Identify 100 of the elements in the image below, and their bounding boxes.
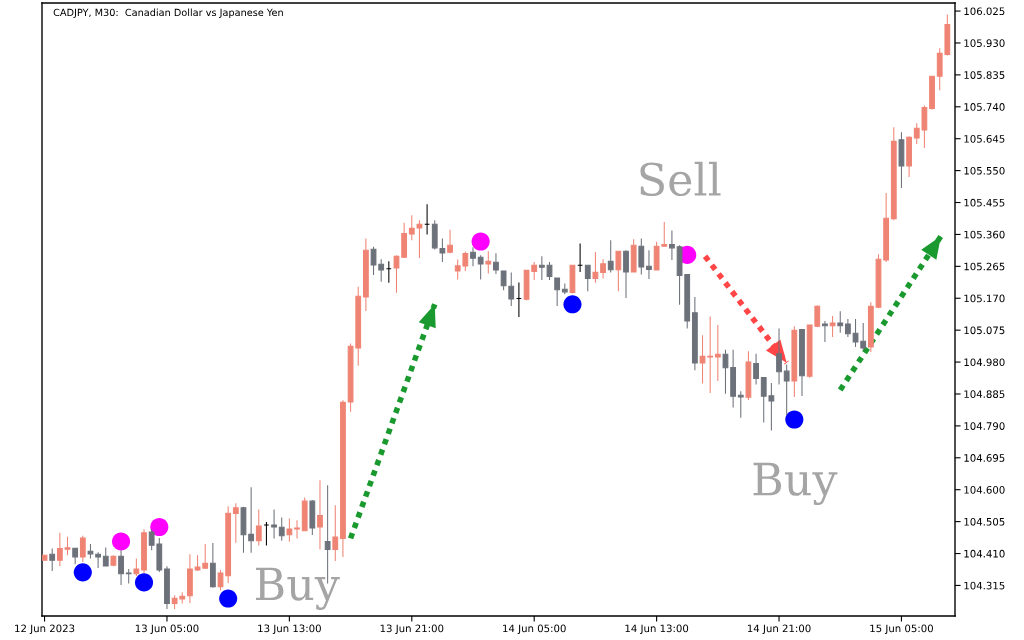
candlestick [791,325,798,398]
candlestick [286,518,293,543]
candlestick [691,296,698,371]
y-tick-label: 105.835 [964,71,1005,79]
candlestick [722,349,729,395]
y-tick-label: 104.980 [964,358,1005,367]
candlestick [600,258,606,279]
candlestick [845,318,851,338]
point [73,563,92,582]
candlestick [133,558,140,577]
candlestick [554,277,561,307]
candlestick [125,568,132,584]
x-tick-label: 13 Jun 21:00 [380,624,444,635]
candlestick [447,229,453,254]
candlestick [118,549,124,586]
x-tick-label: 12 Jun 2023 [15,624,75,635]
candlestick [493,252,499,275]
candlestick [508,271,515,307]
candlestick [592,251,599,284]
candlestick [906,135,912,178]
candlestick [477,254,484,280]
candlestick [714,324,721,382]
candlestick [102,546,109,567]
annotation: Buy [753,462,838,506]
candlestick [470,246,476,267]
point [134,573,154,592]
candlestick [87,543,94,560]
candlestick [49,547,56,572]
y-tick-label: 105.075 [964,326,1005,335]
candlestick [516,281,522,318]
point [471,232,490,251]
candlestick [141,528,147,574]
candlestick [799,328,805,397]
candlestick [669,229,675,261]
y-tick-label: 105.170 [964,294,1005,303]
candlestick [209,542,216,589]
x-tick-label: 13 Jun 05:00 [135,624,199,635]
candlestick [79,535,86,563]
point [219,589,238,608]
y-tick-label: 104.790 [964,422,1005,430]
candlestick [240,506,247,554]
candlestick [615,250,622,292]
candlestick [607,239,614,273]
y-tick-label: 105.550 [964,166,1005,175]
candlestick [362,237,369,312]
candlestick [340,399,346,558]
annotation: Sell [640,161,721,197]
x-tick-label: 15 Jun 05:00 [870,624,933,635]
candlestick [294,519,300,539]
annotation: Buy [255,567,340,610]
candlestick [271,509,277,539]
candlestick [248,486,255,554]
candlestick [500,270,507,291]
y-tick-label: 104.315 [964,581,1005,590]
candlestick [187,553,193,604]
y-tick-label: 104.505 [964,517,1005,526]
y-tick-label: 104.695 [964,454,1005,462]
candlestick [42,554,48,561]
candlestick [332,504,339,562]
candlestick [309,499,316,536]
candlestick [164,565,170,610]
candlestick [485,250,492,274]
candlestick [638,237,645,275]
y-tick-label: 105.930 [964,39,1005,47]
y-tick-label: 105.645 [964,135,1005,143]
candlestick [385,260,392,284]
x-tick-label: 14 Jun 13:00 [625,624,689,635]
candlestick [890,126,897,221]
y-tick-label: 105.740 [964,103,1005,111]
candlestick [730,349,737,408]
x-tick-label: 14 Jun 21:00 [747,624,811,635]
candlestick [898,131,905,189]
candlestick [783,363,790,416]
point [785,410,804,429]
y-tick-label: 104.885 [964,390,1005,398]
candlestick [829,315,836,338]
candlestick [630,238,637,273]
candlestick [95,551,101,569]
candlestick [776,327,782,386]
candlestick [317,479,323,551]
candlestick [623,249,629,299]
point [150,517,169,537]
y-tick-label: 105.360 [964,230,1005,239]
candlestick [569,264,576,295]
candlestick [745,350,752,401]
y-tick-label: 104.600 [964,486,1005,494]
candlestick [584,264,591,292]
candlestick [278,517,285,542]
y-tick-label: 104.410 [964,549,1005,558]
x-tick-label: 13 Jun 13:00 [258,624,321,635]
candlestick [232,502,239,544]
x-tick-label: 14 Jun 05:00 [503,624,566,635]
candlestick [646,249,652,280]
candlestick [561,282,568,295]
candlestick [737,390,744,419]
candlestick [110,554,117,567]
y-tick-label: 105.265 [964,262,1005,271]
candlestick [424,203,430,235]
candlestick [263,521,270,546]
candlestick [837,310,844,334]
